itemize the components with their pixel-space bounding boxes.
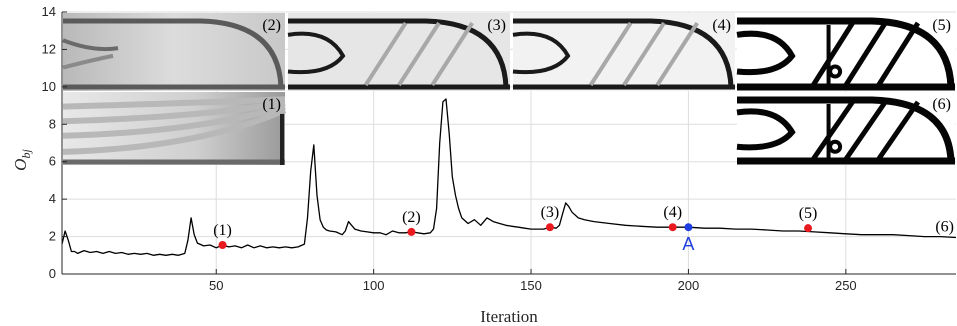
markers: (1) (2) (3) (4)A (5) (6) (213, 204, 954, 254)
marker-point (684, 223, 693, 232)
marker-point (804, 224, 813, 233)
marker-label: (2) (402, 209, 421, 226)
x-axis-label: Iteration (480, 307, 538, 326)
y-tick-label: 12 (42, 41, 56, 56)
y-tick-label: 10 (42, 79, 56, 94)
y-tick-label: 6 (49, 154, 56, 169)
marker-point (545, 223, 554, 232)
marker-label-a: A (682, 234, 694, 254)
marker-label: (6) (935, 219, 954, 236)
x-tick-label: 100 (363, 278, 385, 293)
line-layer (62, 98, 956, 256)
marker-label: (5) (799, 205, 818, 222)
marker-point (218, 240, 227, 249)
marker-point (407, 227, 416, 236)
y-tick-label: 4 (49, 191, 56, 206)
marker-point (668, 223, 677, 232)
inset-1: (2) (62, 13, 285, 91)
y-tick-label: 2 (49, 229, 56, 244)
svg-text:Obj: Obj (11, 149, 33, 171)
y-axis-label: Obj (11, 149, 33, 171)
y-tick-label: 0 (49, 266, 56, 281)
inset-label: (6) (932, 96, 951, 113)
inset-label: (4) (712, 17, 731, 34)
inset-label: (1) (262, 96, 281, 113)
inset-label: (3) (487, 17, 506, 34)
x-tick-label: 200 (678, 278, 700, 293)
x-tick-label: 150 (520, 278, 542, 293)
objective-series-line (62, 98, 956, 256)
inset-5: (1) (62, 92, 287, 165)
axes: 0 2 4 6 8 10 12 14 50 100 150 200 250 (42, 4, 956, 293)
marker-label: (3) (541, 204, 560, 221)
x-tick-label: 50 (209, 278, 223, 293)
y-tick-label: 8 (49, 116, 56, 131)
marker-label: (4) (663, 204, 682, 221)
inset-label: (5) (932, 17, 951, 34)
inset-images: (2) (3) (4) (5) (1) (6) (62, 13, 955, 165)
inset-6: (6) (736, 92, 955, 165)
inset-2: (3) (287, 13, 510, 91)
inset-label: (2) (262, 17, 281, 34)
x-tick-label: 250 (835, 278, 857, 293)
inset-3: (4) (512, 13, 735, 91)
y-axis-label-sub: bj (19, 149, 33, 159)
y-tick-label: 14 (42, 4, 56, 19)
inset-4: (5) (736, 13, 955, 91)
marker-label: (1) (213, 222, 232, 239)
y-axis-label-main: O (11, 159, 30, 171)
